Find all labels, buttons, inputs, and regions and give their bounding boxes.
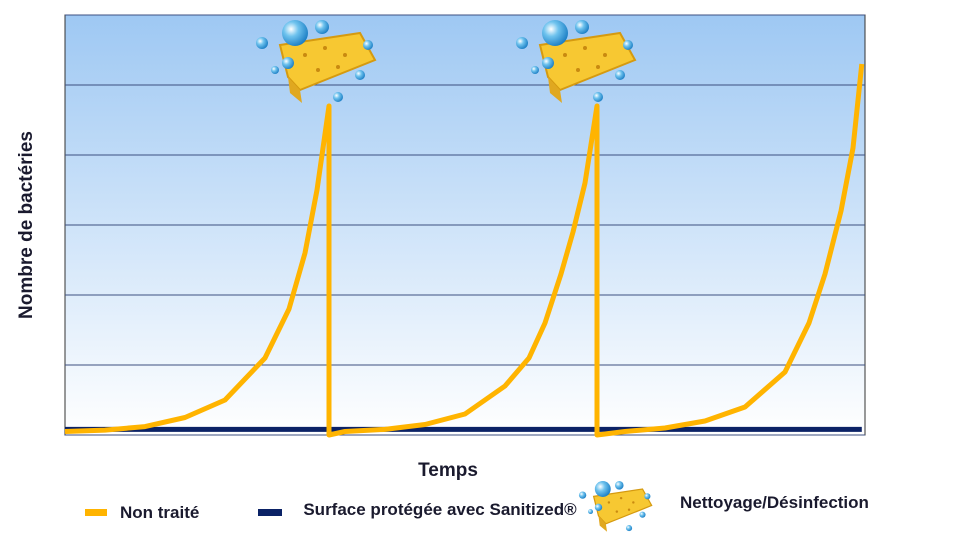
y-axis-label: Nombre de bactéries	[16, 131, 37, 319]
x-axis-label: Temps	[418, 460, 478, 481]
series-line	[64, 63, 865, 438]
legend-swatch	[258, 509, 282, 516]
legend-label: Non traité	[120, 503, 200, 522]
legend-label: Surface protégée avec Sanitized®	[303, 500, 577, 519]
legend-sponge-icon	[578, 480, 653, 533]
legend-label: Nettoyage/Désinfection	[680, 493, 869, 512]
legend-swatch	[85, 509, 107, 516]
